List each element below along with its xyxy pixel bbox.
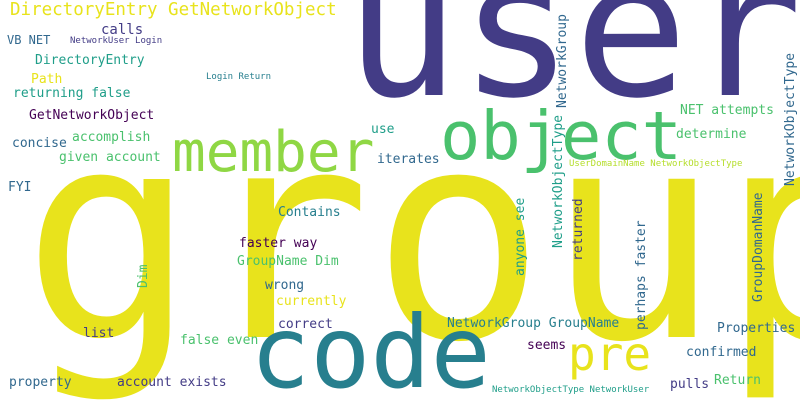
word-account-exists: account exists <box>117 375 227 390</box>
word-groupdomanname: GroupDomanName <box>751 192 766 302</box>
word-concise: concise <box>12 136 67 151</box>
word-net-attempts: NET attempts <box>680 103 774 118</box>
word-networkgroup-groupname: NetworkGroup GroupName <box>447 316 620 331</box>
word-networkobjecttype-networkuser: NetworkObjectType NetworkUser <box>492 385 650 395</box>
word-userdomainname-networkobjecttype: UserDomainName NetworkObjectType <box>569 159 743 169</box>
word-calls: calls <box>101 22 144 38</box>
word-dim: Dim <box>136 264 151 288</box>
word-member: member <box>172 120 375 185</box>
word-currently: currently <box>276 294 347 309</box>
word-login-return: Login Return <box>206 72 272 82</box>
word-determine: determine <box>676 127 747 142</box>
word-fyi: FYI <box>8 180 32 195</box>
word-vb-net: VB NET <box>7 33 51 47</box>
word-correct: correct <box>278 317 333 332</box>
word-list: list <box>83 326 115 341</box>
word-perhaps-faster: perhaps faster <box>634 220 649 330</box>
word-anyone-see: anyone see <box>513 197 528 276</box>
word-networkobjecttype-vertical: NetworkObjectType <box>551 114 566 248</box>
word-user: user <box>345 0 800 140</box>
word-property: property <box>9 375 72 390</box>
word-contains: Contains <box>278 205 341 220</box>
word-faster-way: faster way <box>239 236 318 251</box>
word-directoryentry-getnetworkobject: DirectoryEntry GetNetworkObject <box>10 0 337 20</box>
word-wrong: wrong <box>265 278 305 293</box>
word-use: use <box>371 122 395 137</box>
word-iterates: iterates <box>377 152 440 167</box>
word-groupname-dim: GroupName Dim <box>237 254 339 269</box>
word-path: Path <box>31 72 63 87</box>
word-object: object <box>440 97 683 175</box>
word-confirmed: confirmed <box>686 345 757 360</box>
word-networkuser-login: NetworkUser Login <box>70 36 163 46</box>
word-return: Return <box>714 373 761 388</box>
word-properties: Properties <box>717 321 796 336</box>
word-returned: returned <box>571 198 586 261</box>
word-code: code <box>250 294 491 400</box>
word-seems: seems <box>527 338 567 353</box>
word-getnetworkobject: GetNetworkObject <box>29 108 155 123</box>
word-pulls: pulls <box>670 377 710 392</box>
word-given-account: given account <box>59 150 161 165</box>
word-pre: pre <box>568 327 652 381</box>
word-group: group <box>22 69 800 400</box>
word-networkobjecttype-right-vertical: NetworkObjectType <box>783 52 798 186</box>
word-false-even: false even <box>180 333 259 348</box>
word-networkgroup-vertical: NetworkGroup <box>555 14 570 108</box>
word-directoryentry: DirectoryEntry <box>35 53 145 68</box>
word-returning-false: returning false <box>13 86 131 101</box>
word-accomplish: accomplish <box>72 130 151 145</box>
